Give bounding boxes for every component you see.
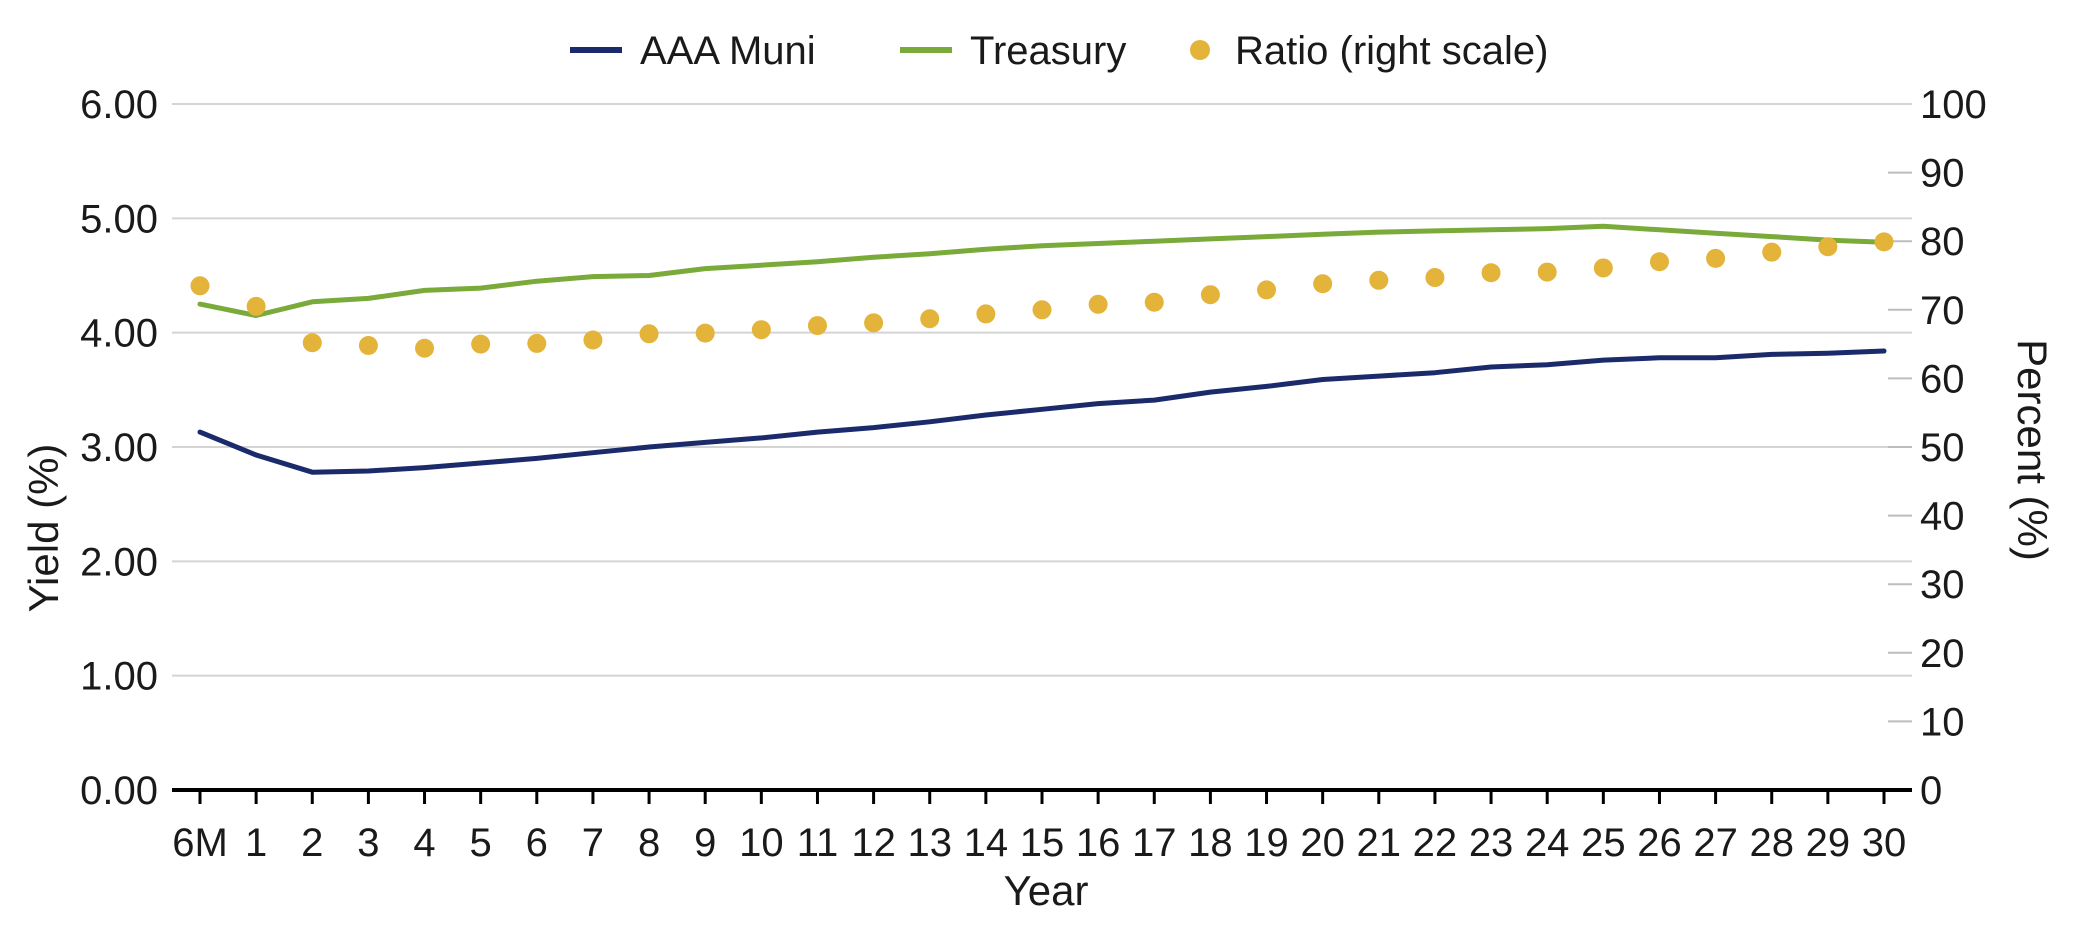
x-tick-label: 12 [851,821,896,865]
y-tick-label-left: 1.00 [80,655,158,699]
x-tick-label: 10 [739,821,784,865]
ratio-point [190,276,210,296]
ratio-point [1257,280,1277,300]
axes [172,788,1912,804]
ratio-point [302,333,322,353]
x-tick-label: 24 [1525,821,1570,865]
x-tick-label: 6M [172,821,228,865]
y-tick-label-right: 50 [1920,426,1965,470]
ratio-point [1649,252,1669,272]
ratio-point [1874,232,1894,252]
y-tick-label-left: 0.00 [80,769,158,813]
ratio-point [920,309,940,329]
ratio-point [1425,268,1445,288]
ratio-point [415,338,435,358]
ratio-point [583,330,603,350]
x-tick-label: 28 [1749,821,1794,865]
x-tick-label: 25 [1581,821,1626,865]
ratio-point [976,304,996,324]
y-tick-label-right: 60 [1920,357,1965,401]
x-tick-label: 2 [301,821,323,865]
x-tick-label: 14 [964,821,1009,865]
y-tick-label-right: 80 [1920,220,1965,264]
x-tick-label: 13 [907,821,952,865]
y-tick-label-right: 10 [1920,700,1965,744]
tick-labels: 0.00 1.00 2.00 3.00 4.00 5.00 6.00 0 10 20 30 40 50 6… [80,83,1987,865]
y-tick-label-left: 6.00 [80,83,158,127]
series-line-treasury [197,223,1887,318]
x-axis-title: Year [1004,867,1089,914]
ratio-point [1706,248,1726,268]
ratio-point [1369,270,1389,290]
y-tick-label-right: 30 [1920,563,1965,607]
x-tick-label: 27 [1693,821,1738,865]
ratio-point [1762,242,1782,262]
x-tick-label: 16 [1076,821,1121,865]
x-tick-label: 11 [797,821,839,865]
ratio-point [1200,285,1220,305]
y-tick-label-left: 5.00 [80,197,158,241]
right-axis-ticks [1888,171,1912,723]
ratio-point [1313,274,1333,294]
legend-label: Ratio (right scale) [1235,29,1548,73]
y-tick-label-right: 100 [1920,83,1987,127]
series-layer [190,223,1894,475]
x-tick-label: 18 [1188,821,1233,865]
ratio-point [695,323,715,343]
x-tick-label: 23 [1469,821,1514,865]
ratio-point [1593,258,1613,278]
legend-swatch-dot [1190,40,1210,60]
ratio-point [1481,263,1501,283]
x-tick-label: 30 [1862,821,1907,865]
x-tick-label: 9 [694,821,716,865]
ratio-point [527,333,547,353]
x-tick-label: 21 [1357,821,1402,865]
x-tick-label: 17 [1132,821,1177,865]
y-axis-title-left: Yield (%) [20,444,67,613]
legend-label: Treasury [970,29,1126,73]
y-tick-label-left: 2.00 [80,540,158,584]
ratio-point [864,313,884,333]
y-axis-title-right: Percent (%) [2009,339,2056,561]
x-tick-label: 7 [582,821,604,865]
x-tick-label: 29 [1806,821,1851,865]
ratio-point [471,334,491,354]
ratio-point [807,316,827,336]
x-tick-label: 22 [1413,821,1458,865]
ratio-point [358,335,378,355]
x-tick-label: 20 [1300,821,1345,865]
x-tick-label: 6 [526,821,548,865]
x-tick-label: 15 [1020,821,1065,865]
ratio-point [246,296,266,316]
ratio-point [1818,237,1838,257]
x-tick-label: 8 [638,821,660,865]
legend-label: AAA Muni [640,29,816,73]
ratio-point [1088,294,1108,314]
y-tick-label-left: 3.00 [80,426,158,470]
y-tick-label-right: 0 [1920,769,1942,813]
series-line-aaa-muni [197,348,1887,475]
x-tick-label: 1 [245,821,267,865]
ratio-point [1537,262,1557,282]
legend: AAA Muni Treasury Ratio (right scale) [570,29,1548,73]
ratio-point [751,320,771,340]
x-tick-label: 4 [413,821,435,865]
x-tick-label: 5 [470,821,492,865]
y-tick-label-right: 20 [1920,632,1965,676]
y-tick-label-right: 40 [1920,495,1965,539]
y-tick-label-right: 90 [1920,152,1965,196]
y-tick-label-left: 4.00 [80,312,158,356]
ratio-point [639,324,659,344]
ratio-point [1144,292,1164,312]
x-tick-label: 3 [357,821,379,865]
x-tick-label: 19 [1244,821,1289,865]
ratio-point [1032,300,1052,320]
x-tick-label: 26 [1637,821,1682,865]
y-tick-label-right: 70 [1920,289,1965,333]
gridlines [172,103,1912,677]
